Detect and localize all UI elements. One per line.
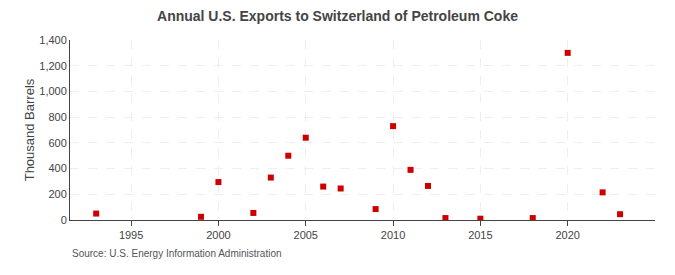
svg-text:2015: 2015: [468, 229, 492, 241]
svg-text:200: 200: [48, 188, 66, 200]
svg-text:2020: 2020: [555, 229, 579, 241]
svg-text:Thousand Barrels: Thousand Barrels: [22, 78, 37, 181]
svg-text:2005: 2005: [294, 229, 318, 241]
svg-text:1,200: 1,200: [39, 60, 67, 72]
svg-text:1,000: 1,000: [39, 85, 67, 97]
svg-text:0: 0: [61, 214, 67, 226]
svg-text:800: 800: [48, 111, 66, 123]
svg-text:600: 600: [48, 137, 66, 149]
svg-text:1,400: 1,400: [39, 34, 67, 46]
svg-text:Annual U.S. Exports to Switzer: Annual U.S. Exports to Switzerland of Pe…: [157, 8, 518, 24]
svg-text:1995: 1995: [119, 229, 143, 241]
svg-text:Source: U.S. Energy Informatio: Source: U.S. Energy Information Administ…: [72, 248, 282, 259]
svg-text:2010: 2010: [381, 229, 405, 241]
svg-text:2000: 2000: [206, 229, 230, 241]
svg-text:400: 400: [48, 162, 66, 174]
